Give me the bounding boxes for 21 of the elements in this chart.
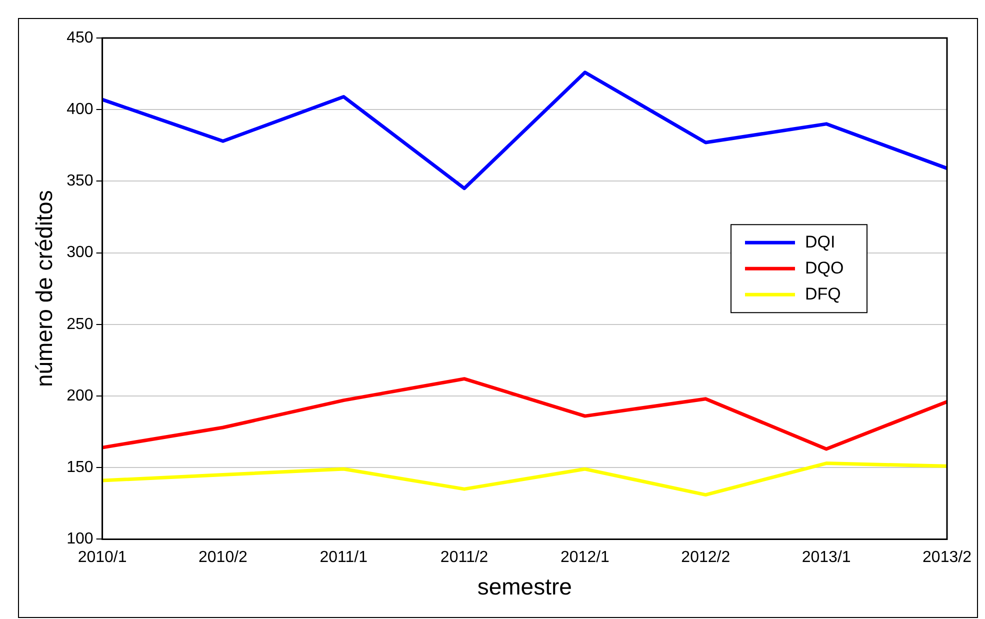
x-axis-title: semestre bbox=[477, 574, 572, 600]
x-tick-label: 2012/2 bbox=[681, 549, 730, 566]
x-tick-label: 2013/1 bbox=[802, 549, 851, 566]
x-tick-label: 2011/1 bbox=[320, 549, 368, 566]
x-tick-label: 2013/2 bbox=[922, 549, 972, 566]
y-tick-label: 300 bbox=[66, 244, 94, 262]
x-tick-label: 2012/1 bbox=[560, 549, 610, 566]
x-tick-label: 2011/2 bbox=[440, 549, 488, 566]
legend-label: DQI bbox=[805, 232, 836, 252]
y-tick-label: 150 bbox=[66, 459, 94, 476]
y-axis-title: número de créditos bbox=[31, 190, 58, 388]
y-tick-label: 400 bbox=[66, 101, 94, 118]
y-tick-label: 450 bbox=[66, 29, 94, 46]
y-tick-label: 350 bbox=[66, 172, 94, 190]
x-tick-label: 2010/1 bbox=[78, 549, 127, 566]
legend-label: DFQ bbox=[805, 284, 841, 304]
y-tick-label: 200 bbox=[66, 387, 94, 404]
legend-label: DQO bbox=[805, 258, 844, 278]
x-tick-label: 2010/2 bbox=[198, 549, 248, 566]
y-tick-label: 250 bbox=[66, 316, 94, 333]
y-tick-label: 100 bbox=[66, 530, 94, 548]
